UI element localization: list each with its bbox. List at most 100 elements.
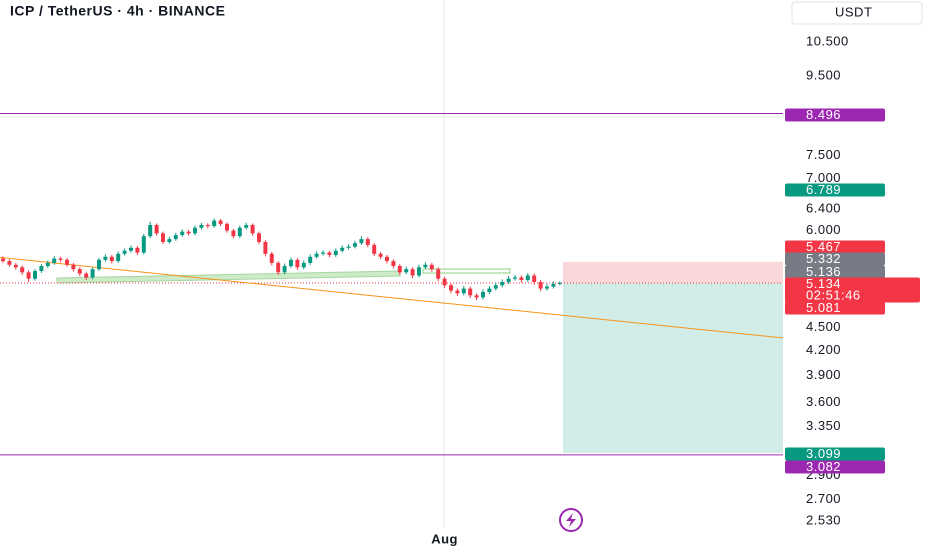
candle-body <box>45 262 50 267</box>
candle-body <box>385 256 389 262</box>
candle-body <box>487 288 492 292</box>
candle-body <box>455 290 460 294</box>
y-tick-label: 7.500 <box>806 147 841 162</box>
price-badge <box>785 252 885 266</box>
price-badge <box>785 240 885 254</box>
candle-body <box>397 266 402 273</box>
chart-title: ICP / TetherUS · 4h · BINANCE <box>10 3 225 19</box>
y-tick-label: 9.500 <box>806 67 841 82</box>
candle-body <box>557 283 562 285</box>
target-zone <box>563 282 783 453</box>
candle-body <box>199 224 204 228</box>
price-badge-label: 5.136 <box>806 264 841 279</box>
candle-body <box>506 278 511 282</box>
y-tick-label: 4.200 <box>806 342 841 357</box>
candle-body <box>135 247 140 253</box>
candle-body <box>404 269 409 273</box>
candle-body <box>346 246 351 248</box>
price-badge <box>785 301 885 315</box>
price-badge <box>785 460 885 474</box>
candle-body <box>282 266 287 273</box>
candle-body <box>103 256 108 260</box>
candle-body <box>365 239 370 245</box>
candle-body <box>545 286 549 289</box>
candle-body <box>250 224 255 234</box>
candle-body <box>481 291 485 298</box>
candle-body <box>289 259 293 267</box>
candle-body <box>257 233 261 242</box>
candle-body <box>301 262 306 268</box>
candle-body <box>193 227 197 234</box>
candle-body <box>77 269 82 274</box>
candle-body <box>461 288 466 294</box>
candle-body <box>122 250 127 254</box>
candle-body <box>449 285 453 291</box>
candle-body <box>417 267 421 276</box>
candle-body <box>340 247 345 251</box>
candle-body <box>551 283 556 287</box>
currency: USDT <box>835 4 872 19</box>
candle-body <box>269 253 274 263</box>
price-badge-label: 5.467 <box>806 239 841 254</box>
currency-button[interactable] <box>791 1 923 25</box>
support-zone <box>56 270 401 284</box>
candle-body <box>276 262 281 273</box>
candle-body <box>391 261 396 267</box>
candle-body <box>39 266 44 272</box>
candle-body <box>321 252 325 254</box>
candle-body <box>205 224 210 227</box>
candle-body <box>13 264 18 268</box>
candle-body <box>308 256 313 263</box>
price-badge-label: 3.099 <box>806 446 841 461</box>
price-badge <box>785 108 885 122</box>
x-tick-label: Aug <box>431 531 458 546</box>
candle-body <box>513 277 517 279</box>
price-badge <box>785 265 885 279</box>
candle-body <box>231 230 236 237</box>
candle-body <box>161 233 165 242</box>
y-tick-label: 3.900 <box>806 367 841 382</box>
candle-body <box>442 278 447 286</box>
price-badge-label: 8.496 <box>806 107 841 122</box>
candle-body <box>148 224 153 237</box>
candle-body <box>154 224 159 234</box>
candle-body <box>333 250 338 255</box>
candle-body <box>468 288 473 296</box>
candle-body <box>97 259 101 270</box>
price-badge <box>785 277 920 303</box>
candle-body <box>263 241 268 254</box>
candle-body <box>538 281 543 289</box>
candle-body <box>410 269 415 276</box>
candle-body <box>500 281 505 286</box>
candle-body <box>116 253 121 262</box>
candle-body <box>474 295 479 298</box>
candle-body <box>519 277 524 281</box>
candle-body <box>327 252 332 255</box>
candle-body <box>237 227 242 237</box>
y-tick-label: 7.000 <box>806 170 841 185</box>
candle-body <box>423 264 428 268</box>
y-tick-label: 6.000 <box>806 222 841 237</box>
candle-body <box>58 258 63 260</box>
candle-body <box>295 259 300 268</box>
y-tick-label: 3.600 <box>806 394 841 409</box>
candle-body <box>244 224 249 228</box>
price-badge <box>785 183 885 197</box>
candle-body <box>90 269 95 278</box>
trend-line <box>0 256 784 339</box>
candle-body <box>129 247 133 251</box>
candle-body <box>180 231 185 236</box>
price-badge-label: 3.082 <box>806 459 841 474</box>
price-badge-label: 5.081 <box>806 300 841 315</box>
candle-body <box>33 271 37 279</box>
y-tick-label: 2.700 <box>806 491 841 506</box>
stop-zone <box>563 261 783 283</box>
candle-body <box>436 269 441 279</box>
replay-icon[interactable] <box>559 508 583 532</box>
candle-body <box>141 236 146 253</box>
candle-body <box>218 220 223 224</box>
candle-body <box>65 259 69 265</box>
candle-body <box>225 223 229 231</box>
